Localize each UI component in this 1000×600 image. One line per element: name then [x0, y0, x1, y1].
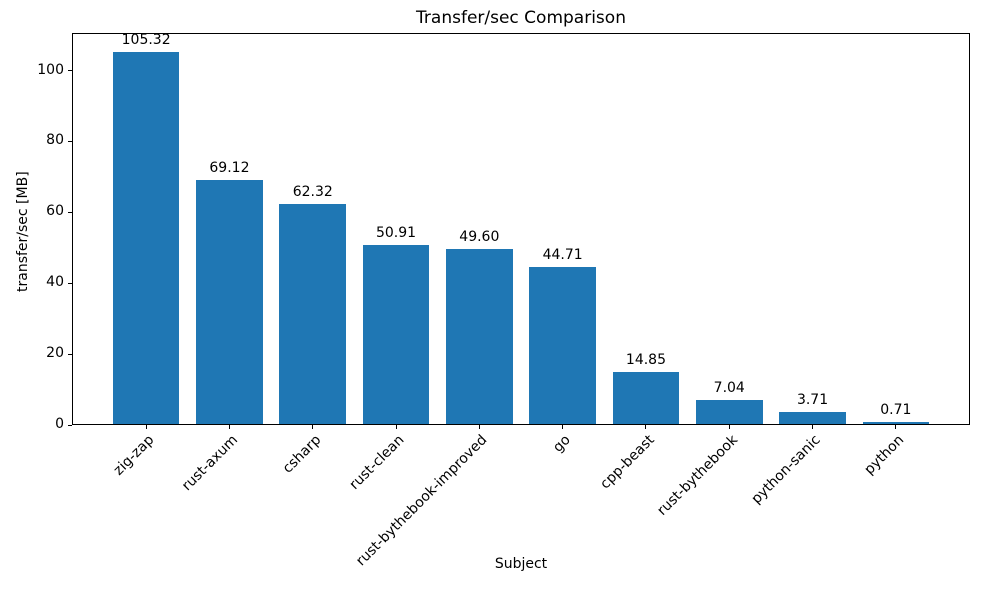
y-tick: [68, 211, 72, 213]
bar-cpp-beast: [612, 372, 680, 425]
x-tick: [145, 425, 147, 429]
bar-value-label: 62.32: [292, 184, 333, 201]
x-tick-label: rust-axum: [178, 432, 241, 495]
bar-value-label: 3.71: [796, 391, 829, 408]
bar-value-label: 0.71: [880, 402, 912, 419]
bar-value-label: 7.04: [713, 380, 745, 397]
bar-value-label: 49.60: [459, 229, 500, 246]
x-tick-label: rust-clean: [346, 432, 408, 493]
x-tick: [395, 425, 397, 429]
y-tick: [68, 282, 72, 284]
bar-csharp: [279, 204, 347, 425]
y-tick-label: 80: [46, 132, 64, 149]
x-tick: [562, 425, 564, 429]
x-tick-label: cpp-beast: [596, 432, 658, 493]
x-tick: [812, 425, 814, 429]
y-tick-label: 0: [55, 416, 64, 432]
bar-value-label: 14.85: [625, 352, 666, 369]
x-tick-label: python-sanic: [748, 432, 824, 508]
chart-title: Transfer/sec Comparison: [416, 8, 626, 28]
bar-value-label: 69.12: [209, 159, 250, 176]
plot-area: [72, 33, 970, 425]
x-tick-label: python: [861, 432, 908, 478]
y-tick-label: 60: [46, 203, 64, 220]
x-tick: [645, 425, 647, 429]
y-tick-label: 40: [46, 274, 64, 291]
y-tick-label: 100: [37, 61, 64, 78]
bar-go: [529, 266, 596, 425]
x-tick: [312, 425, 314, 429]
y-tick-label: 20: [46, 345, 64, 362]
y-tick: [68, 70, 72, 72]
x-tick-label: csharp: [279, 432, 325, 477]
bar-rust-clean: [362, 244, 430, 425]
y-tick: [68, 424, 72, 426]
bar-python-sanic: [779, 411, 846, 425]
bar-zig-zap: [112, 51, 180, 425]
x-tick-label: rust-bythebook: [653, 432, 741, 519]
bar-rust-bythebook: [695, 400, 763, 425]
x-tick: [228, 425, 230, 429]
bar-value-label: 50.91: [375, 224, 417, 241]
bar-value-label: 105.32: [121, 31, 171, 48]
x-tick-label: zig-zap: [110, 432, 158, 479]
y-tick: [68, 353, 72, 355]
bar-python: [862, 422, 930, 425]
x-axis-label: Subject: [494, 556, 548, 572]
x-tick-label: go: [550, 432, 574, 456]
bar-rust-bythebook-improved: [446, 249, 513, 425]
bar-value-label: 44.71: [542, 246, 583, 263]
y-tick: [68, 140, 72, 142]
x-tick: [728, 425, 730, 429]
bar-rust-axum: [196, 179, 263, 425]
x-tick: [478, 425, 480, 429]
x-tick: [895, 425, 897, 429]
